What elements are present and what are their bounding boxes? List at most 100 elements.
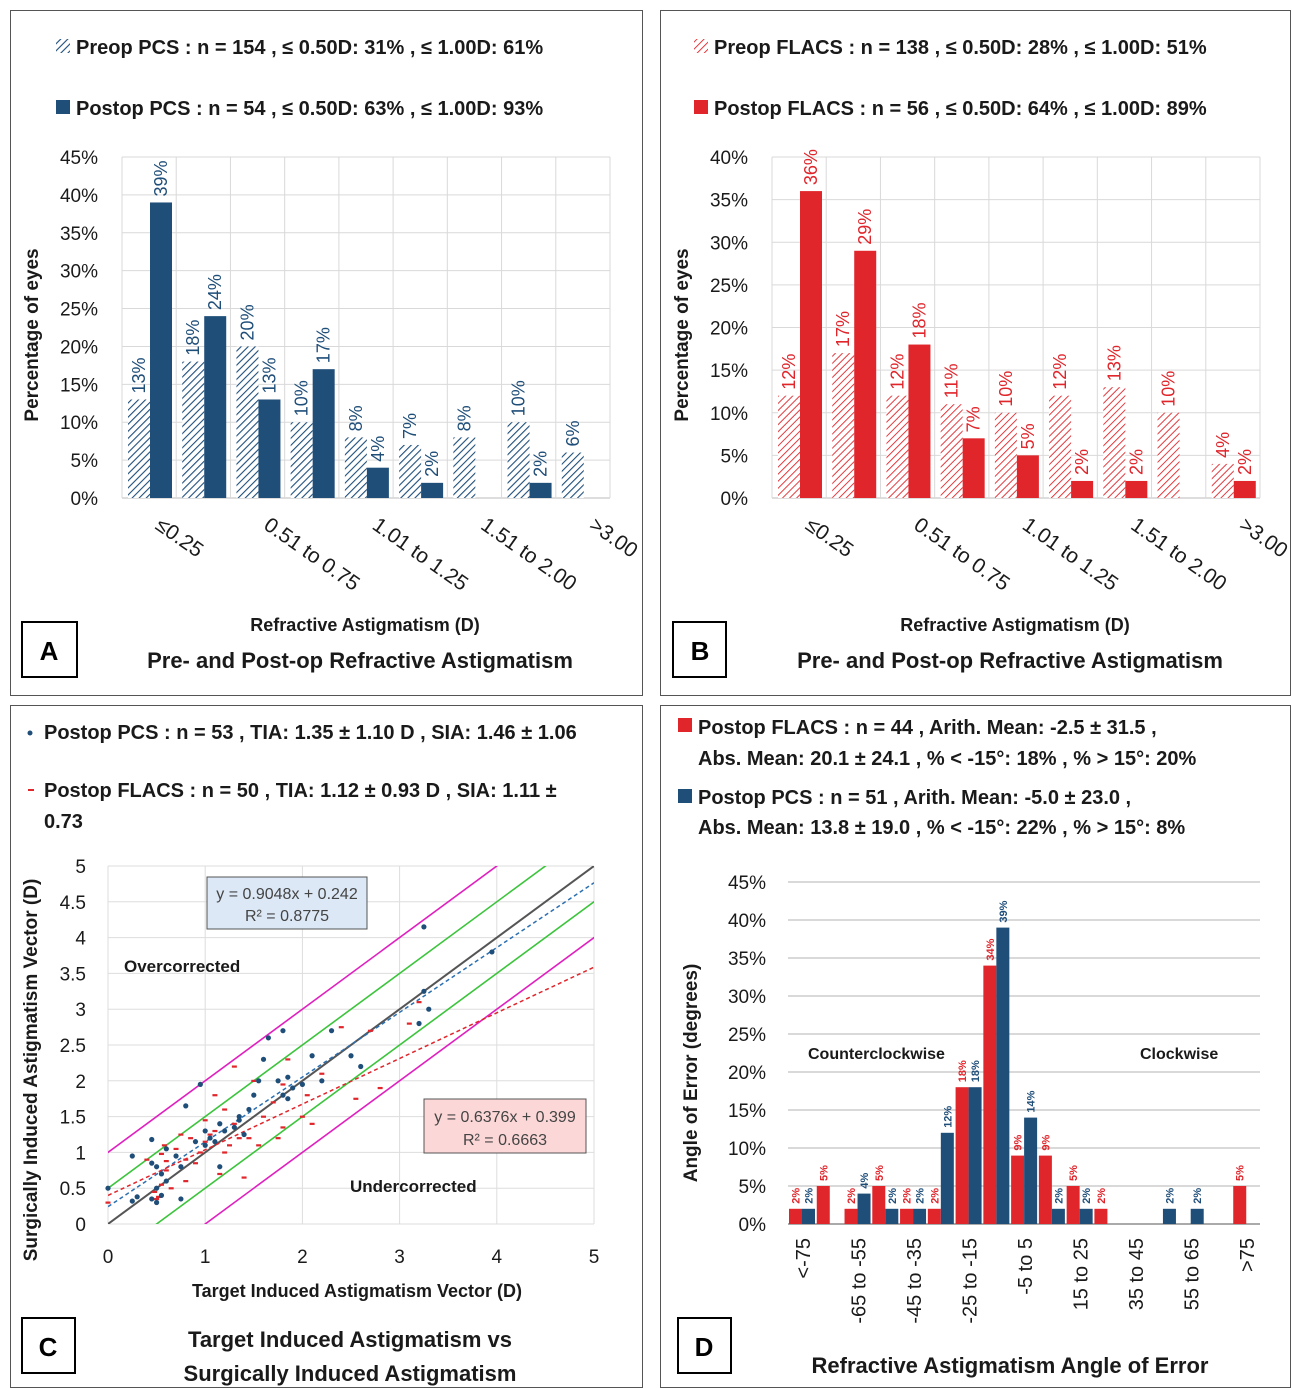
plot-area-b: 0%5%10%15%20%25%30%35%40%12%17%12% 11% 10%… (710, 148, 1292, 596)
c-x-tick: 4 (492, 1247, 503, 1268)
a-y-tick: 35% (60, 224, 98, 245)
plot-area-a: 0% 5% 10% 15% 20% 25% 30% 35% 40% 45% 13% 18% 20% 10%… (60, 148, 642, 596)
c-point-pcs (260, 1056, 267, 1062)
chart-title-b: Pre- and Post-op Refractive Astigmatism (797, 648, 1223, 673)
panel-a (10, 10, 643, 696)
b-data-label: 2% (1235, 449, 1255, 475)
a-y-tick: 10% (60, 413, 98, 434)
legend-postop-flacs-c-cont: 0.73 (44, 811, 83, 833)
c-point-flacs (261, 1115, 267, 1118)
legend-swatch-pcs-d (678, 789, 692, 803)
b-bar-pre (1211, 463, 1234, 498)
a-bar-post (258, 399, 281, 498)
a-x-tick: 0.51 to 0.75 (260, 513, 364, 595)
d-annotation-counterclockwise: Counterclockwise (808, 1046, 945, 1063)
c-point-flacs (222, 1108, 228, 1111)
c-point-pcs (202, 1142, 208, 1148)
c-point-pcs (202, 1128, 208, 1134)
c-point-pcs (421, 924, 427, 930)
panel-label-box-a (21, 621, 78, 678)
b-bar-post (854, 250, 877, 498)
c-point-flacs (144, 1158, 150, 1161)
c-point-flacs (280, 1083, 286, 1086)
c-point-flacs (309, 1122, 315, 1125)
a-data-label: 2% (531, 451, 551, 477)
c-point-pcs (178, 1164, 184, 1170)
a-bar-post (312, 369, 335, 498)
d-x-tick: >75 (1237, 1238, 1259, 1272)
legend-marker-postop-pcs (27, 730, 33, 736)
d-bar-flacs (955, 1087, 969, 1224)
c-point-pcs (265, 1035, 271, 1041)
b-data-label: 18% (909, 303, 929, 339)
c-point-flacs (158, 1183, 164, 1186)
a-y-tick: 15% (60, 375, 98, 396)
c-fit-box-flacs (423, 1098, 587, 1154)
d-data-label: 4% (859, 1172, 871, 1188)
b-x-tick: 1.51 to 2.00 (1127, 513, 1231, 595)
c-point-flacs (231, 1065, 237, 1068)
b-bar-post (1233, 480, 1256, 498)
c-x-tick: 3 (394, 1247, 405, 1268)
d-bar-flacs (789, 1208, 802, 1224)
c-point-flacs (304, 1094, 310, 1097)
d-y-tick: 30% (728, 987, 766, 1008)
c-annotation-undercorrected: Undercorrected (350, 1177, 477, 1196)
c-y-tick: 5 (75, 857, 86, 878)
a-data-label: 6% (563, 421, 583, 447)
b-data-label: 10% (996, 371, 1016, 407)
c-fit-r2-pcs: R² = 0.8775 (245, 908, 329, 925)
b-y-tick: 35% (710, 191, 748, 212)
d-data-label: 2% (1164, 1188, 1176, 1204)
c-point-flacs (256, 1144, 262, 1147)
b-data-label: 4% (1213, 432, 1233, 458)
d-x-tick: -5 to 5 (1015, 1238, 1037, 1295)
c-point-flacs (377, 1086, 383, 1090)
panel-label-c: C (39, 1332, 58, 1362)
c-point-pcs (426, 1006, 432, 1012)
a-x-tick: 1.51 to 2.00 (477, 513, 581, 595)
a-bar-pre (344, 437, 367, 498)
b-bar-post (800, 191, 822, 498)
b-y-tick: 15% (710, 361, 748, 382)
c-point-pcs (251, 1092, 257, 1098)
b-y-tick: 10% (710, 404, 748, 425)
c-point-flacs (227, 1144, 232, 1147)
legend-swatch-postop-pcs (56, 100, 70, 114)
d-data-label: 9% (1040, 1134, 1052, 1150)
c-point-flacs (202, 1140, 208, 1143)
a-bar-pre (399, 444, 422, 498)
y-axis-label-d: Angle of Error (degrees) (681, 964, 702, 1183)
d-bar-pcs (940, 1132, 954, 1224)
d-data-label: 34% (985, 938, 997, 960)
d-bar-pcs (913, 1208, 927, 1224)
d-bar-flacs (1233, 1186, 1247, 1224)
c-point-pcs (236, 1117, 242, 1123)
a-data-label: 2% (422, 451, 442, 477)
a-y-tick: 5% (71, 451, 99, 472)
d-x-tick: <-75 (793, 1238, 815, 1279)
c-point-flacs (161, 1144, 167, 1147)
c-x-tick: 1 (200, 1247, 211, 1268)
c-point-pcs (197, 1081, 203, 1087)
b-data-label: 17% (833, 311, 853, 347)
d-data-label: 2% (1192, 1188, 1204, 1204)
c-point-flacs (319, 1072, 325, 1075)
c-point-flacs (192, 1162, 198, 1165)
c-point-flacs (212, 1094, 218, 1097)
c-fit-box-pcs (206, 876, 368, 930)
a-bar-pre (128, 399, 150, 498)
d-bar-pcs (802, 1208, 815, 1224)
c-x-tick: 2 (297, 1247, 308, 1268)
legend-swatch-preop-pcs (56, 39, 70, 53)
c-point-flacs (163, 1169, 169, 1172)
c-y-tick: 3 (75, 1000, 86, 1021)
a-data-label: 10% (292, 380, 312, 416)
legend-pcs-d-line1: Postop PCS : n = 51 , Arith. Mean: -5.0 … (698, 787, 1131, 809)
legend-flacs-d-line2: Abs. Mean: 20.1 ± 24.1 , % < -15°: 18% ,… (698, 748, 1197, 770)
b-data-label: 12% (1050, 354, 1070, 390)
a-bar-post (529, 482, 552, 498)
x-axis-label-c: Target Induced Astigmatism Vector (D) (192, 1281, 522, 1301)
chart-title-c-line2: Surgically Induced Astigmatism (184, 1361, 517, 1386)
c-point-pcs (319, 1078, 325, 1084)
